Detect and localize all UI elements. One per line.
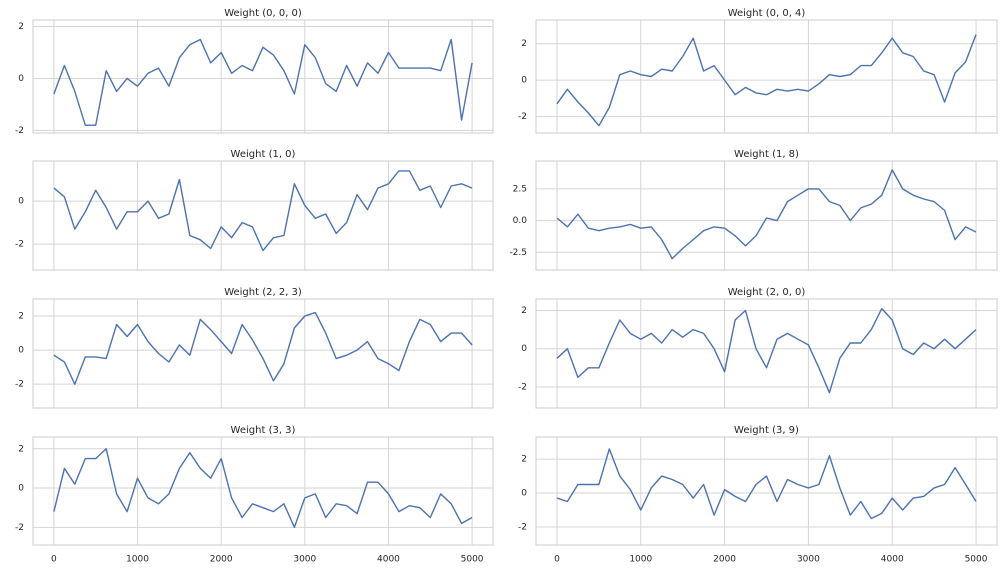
y-tick-label: -2 <box>15 240 24 250</box>
y-tick-label: 0 <box>521 344 527 354</box>
x-tick-label: 2000 <box>210 555 233 565</box>
x-tick-label: 4000 <box>881 555 904 565</box>
x-tick-label: 4000 <box>377 555 400 565</box>
subplot-title: Weight (0, 0, 4) <box>728 8 806 19</box>
axes-frame <box>32 160 494 271</box>
y-tick-label: 2 <box>521 455 527 465</box>
subplot-title: Weight (2, 2, 3) <box>224 287 302 298</box>
y-tick-label: 2.5 <box>513 184 527 194</box>
subplot-title: Weight (2, 0, 0) <box>728 287 806 298</box>
y-tick-label: -2 <box>518 382 527 392</box>
subplot-title: Weight (0, 0, 0) <box>224 8 302 19</box>
y-tick-label: 0 <box>18 346 24 356</box>
axes-frame <box>535 298 998 409</box>
trace-line <box>53 311 473 385</box>
trace-line <box>53 170 473 252</box>
y-tick-label: 2 <box>521 39 527 49</box>
trace-line <box>556 307 977 394</box>
trace-line <box>556 34 977 127</box>
subplot-title: Weight (1, 8) <box>734 149 799 160</box>
y-tick-label: 0 <box>18 74 24 84</box>
y-tick-label: -2.5 <box>509 248 527 258</box>
y-tick-label: -2 <box>518 523 527 533</box>
axes-frame <box>32 436 494 546</box>
x-tick-label: 1000 <box>629 555 652 565</box>
y-tick-label: 2 <box>18 444 24 454</box>
y-tick-label: 2 <box>18 312 24 322</box>
y-tick-label: 0.0 <box>513 216 528 226</box>
y-tick-label: -2 <box>15 380 24 390</box>
subplot-title: Weight (3, 3) <box>231 425 296 436</box>
y-tick-label: 0 <box>18 197 24 207</box>
y-tick-label: 0 <box>521 489 527 499</box>
x-tick-label: 2000 <box>713 555 736 565</box>
trace-line <box>53 38 473 126</box>
y-tick-label: 0 <box>521 76 527 86</box>
axes-frame <box>535 436 998 546</box>
x-tick-label: 1000 <box>126 555 149 565</box>
y-tick-label: 0 <box>18 484 24 494</box>
y-tick-label: -2 <box>15 126 24 136</box>
trace-line <box>556 169 977 260</box>
y-tick-label: -2 <box>518 112 527 122</box>
trace-line <box>53 448 473 528</box>
axes-frame <box>535 19 998 134</box>
x-tick-label: 5000 <box>965 555 988 565</box>
y-tick-label: 2 <box>18 22 24 32</box>
x-tick-label: 3000 <box>293 555 316 565</box>
subplot-title: Weight (1, 0) <box>231 149 296 160</box>
subplot-title: Weight (3, 9) <box>734 425 799 436</box>
axes-frame <box>32 298 494 409</box>
trace-line <box>556 448 977 520</box>
x-tick-label: 5000 <box>461 555 484 565</box>
y-tick-label: 2 <box>521 306 527 316</box>
x-tick-label: 3000 <box>797 555 820 565</box>
axes-frame <box>32 19 494 134</box>
x-tick-label: 0 <box>51 555 57 565</box>
x-tick-label: 0 <box>554 555 560 565</box>
axes-frame <box>535 160 998 271</box>
y-tick-label: -2 <box>15 523 24 533</box>
